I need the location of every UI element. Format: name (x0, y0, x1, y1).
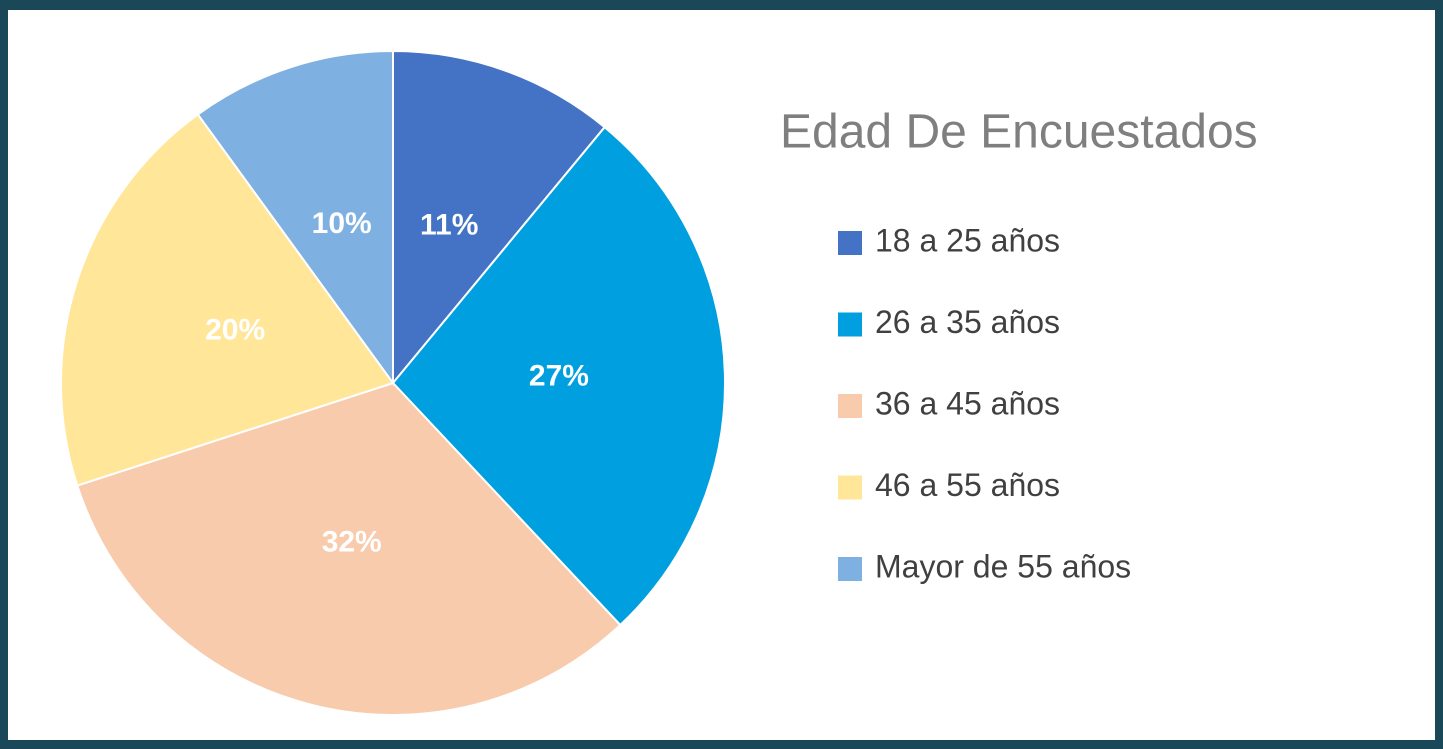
legend-swatch (838, 394, 862, 418)
legend-label: 18 a 25 años (875, 222, 1060, 258)
pie-slice (75, 381, 622, 716)
pie-slice (392, 49, 607, 386)
chart-title: Edad De Encuestados (780, 106, 1258, 159)
data-label: 11% (420, 209, 478, 242)
legend-label: 46 a 55 años (875, 467, 1060, 503)
data-label: 32% (322, 526, 382, 559)
data-label: 27% (529, 360, 589, 393)
legend-label: 26 a 35 años (875, 304, 1060, 340)
legend-swatch (838, 312, 862, 337)
pie-slice (391, 125, 726, 627)
legend-swatch (838, 557, 862, 581)
data-label: 10% (312, 207, 372, 240)
data-label: 20% (205, 314, 265, 347)
pie-slice (59, 113, 395, 487)
legend-label: 36 a 45 años (875, 385, 1060, 421)
pie-slice (196, 49, 394, 387)
legend-label: Mayor de 55 años (875, 548, 1131, 584)
legend-swatch (838, 475, 862, 500)
legend-swatch (838, 231, 862, 255)
